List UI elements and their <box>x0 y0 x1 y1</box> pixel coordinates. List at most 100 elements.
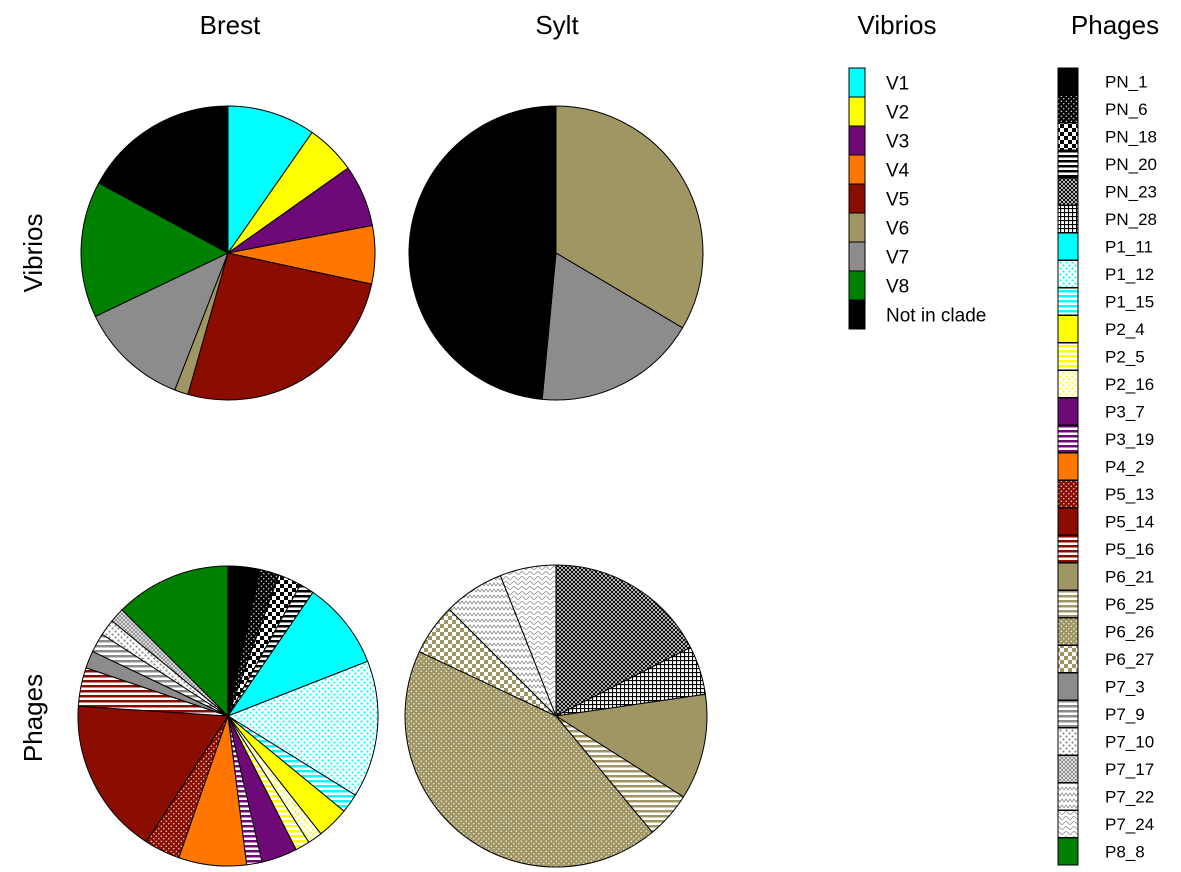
phages-legend-swatch-p7-17 <box>1057 755 1079 783</box>
vibrios-legend-swatch-v5 <box>848 183 866 214</box>
phages-legend-label-p6-26: P6_26 <box>1105 623 1154 642</box>
phages-legend-swatch-p6-26 <box>1057 617 1079 646</box>
vibrios-legend-label-v5: V5 <box>886 189 909 210</box>
phages-legend-swatch-p7-9 <box>1057 700 1079 728</box>
column-title-brest: Brest <box>200 10 261 40</box>
phages-legend-label-p8-8: P8_8 <box>1105 843 1145 862</box>
pie-slice-pn-23 <box>555 564 692 717</box>
pie-slice-nc <box>408 105 557 400</box>
row-title-vibrios: Vibrios <box>18 213 48 292</box>
phages-legend-label-p3-7: P3_7 <box>1105 403 1145 422</box>
phages-legend-label-p5-13: P5_13 <box>1105 485 1154 504</box>
phages-legend-label-p7-24: P7_24 <box>1105 815 1154 834</box>
phages-legend-swatch-p4-2 <box>1057 452 1079 481</box>
pie-slice-p6-21 <box>554 693 708 798</box>
phages-legend-swatch-pn-18 <box>1057 122 1079 151</box>
phages-legend-label-pn-1: PN_1 <box>1105 73 1148 92</box>
pie-brest-phages <box>77 565 379 867</box>
pie-slice-p1-11 <box>226 591 369 718</box>
pie-sylt-phages <box>404 564 708 868</box>
row-title-phages: Phages <box>18 674 48 762</box>
phages-legend-swatch-p6-25 <box>1057 590 1079 618</box>
vibrios-legend-swatch-v1 <box>848 67 866 98</box>
phages-legend-swatch-p1-11 <box>1057 232 1079 261</box>
legend-title-phages: Phages <box>1071 10 1159 40</box>
phages-legend-label-p7-9: P7_9 <box>1105 705 1145 724</box>
vibrios-legend-label-v3: V3 <box>886 131 909 152</box>
phages-legend-label-p6-21: P6_21 <box>1105 568 1154 587</box>
legend-title-vibrios: Vibrios <box>857 10 936 40</box>
phages-legend-label-p6-25: P6_25 <box>1105 595 1154 614</box>
vibrios-legend-swatch-v8 <box>848 270 866 301</box>
phages-legend-label-p6-27: P6_27 <box>1105 650 1154 669</box>
phages-legend-swatch-p7-10 <box>1057 727 1079 756</box>
vibrios-legend-label-v4: V4 <box>886 160 910 181</box>
phages-legend-swatch-p3-19 <box>1057 425 1079 453</box>
pie-slice-p1-12 <box>226 660 379 796</box>
legend-phages: PN_1 PN_6 PN_18 PN_20 PN_23 PN_28 P1_11 P1_12 P1… <box>1057 67 1157 866</box>
phages-legend-label-p1-15: P1_15 <box>1105 293 1154 312</box>
phages-legend-swatch-p5-13 <box>1057 480 1079 508</box>
phages-legend-swatch-p2-4 <box>1057 315 1079 343</box>
pie-slice-v7 <box>94 252 229 391</box>
phages-legend-label-p7-3: P7_3 <box>1105 678 1145 697</box>
phages-legend-swatch-p6-21 <box>1057 562 1079 591</box>
phages-legend-label-p2-16: P2_16 <box>1105 375 1154 394</box>
legend-vibrios: V1 V2 V3 V4 V5 V6 V7 V8 Not in clade <box>848 67 986 330</box>
phages-legend-swatch-p7-24 <box>1057 810 1079 838</box>
pie-slice-v8 <box>80 182 230 318</box>
phages-legend-label-pn-28: PN_28 <box>1105 210 1157 229</box>
vibrios-legend-swatch-nc <box>848 299 866 330</box>
phages-legend-label-p1-11: P1_11 <box>1105 238 1153 257</box>
vibrios-legend-swatch-v3 <box>848 125 866 156</box>
phages-legend-label-p2-5: P2_5 <box>1105 348 1145 367</box>
phages-legend-label-p7-17: P7_17 <box>1105 760 1154 779</box>
phages-legend-swatch-pn-23 <box>1057 177 1079 206</box>
vibrios-legend-swatch-v2 <box>848 96 866 127</box>
phages-legend-swatch-p1-15 <box>1057 287 1079 316</box>
pie-slice-p8-8 <box>121 565 229 718</box>
phages-legend-label-p7-22: P7_22 <box>1105 788 1154 807</box>
phages-legend-label-pn-6: PN_6 <box>1105 100 1148 119</box>
phages-legend-swatch-p6-27 <box>1057 645 1079 673</box>
pie-slice-v7 <box>541 252 684 401</box>
vibrios-legend-label-v8: V8 <box>886 276 909 297</box>
vibrios-legend-label-v6: V6 <box>886 218 909 239</box>
pie-slice-v5 <box>187 252 373 401</box>
phages-legend-swatch-p7-22 <box>1057 782 1079 811</box>
phages-legend-swatch-p5-14 <box>1057 507 1079 536</box>
phages-legend-swatch-pn-6 <box>1057 95 1079 123</box>
phages-legend-label-p5-16: P5_16 <box>1105 540 1154 559</box>
vibrios-legend-label-v2: V2 <box>886 102 909 123</box>
phages-legend-swatch-p2-5 <box>1057 342 1079 371</box>
column-title-sylt: Sylt <box>535 10 579 40</box>
pie-slice-p5-14 <box>77 705 229 843</box>
phages-legend-label-p2-4: P2_4 <box>1105 320 1145 339</box>
phages-legend-swatch-p7-3 <box>1057 672 1079 701</box>
pie-slice-nc <box>98 105 229 254</box>
phages-legend-swatch-pn-28 <box>1057 205 1079 233</box>
phages-legend-label-pn-23: PN_23 <box>1105 183 1157 202</box>
pie-slice-v1 <box>227 105 313 255</box>
vibrios-legend-label-v7: V7 <box>886 247 909 268</box>
pie-sylt-vibrios <box>408 105 704 401</box>
phages-legend-swatch-p1-12 <box>1057 260 1079 288</box>
phages-legend-swatch-p2-16 <box>1057 370 1079 398</box>
phages-legend-label-p4-2: P4_2 <box>1105 458 1145 477</box>
phages-legend-swatch-p5-16 <box>1057 535 1079 563</box>
vibrios-legend-label-v1: V1 <box>886 73 909 94</box>
pie-slice-p7-24 <box>499 564 557 717</box>
phages-legend-label-pn-18: PN_18 <box>1105 128 1157 147</box>
vibrios-legend-swatch-v6 <box>848 212 866 243</box>
pie-slice-v6 <box>555 105 704 329</box>
phages-legend-label-p3-19: P3_19 <box>1105 430 1154 449</box>
phages-legend-label-p5-14: P5_14 <box>1105 513 1154 532</box>
phages-legend-swatch-p3-7 <box>1057 397 1079 426</box>
phages-legend-label-p1-12: P1_12 <box>1105 265 1154 284</box>
vibrios-legend-swatch-v4 <box>848 154 866 185</box>
vibrios-legend-swatch-v7 <box>848 241 866 272</box>
pie-brest-vibrios <box>80 105 376 401</box>
phages-legend-swatch-pn-20 <box>1057 150 1079 178</box>
phages-legend-swatch-p8-8 <box>1057 837 1079 866</box>
